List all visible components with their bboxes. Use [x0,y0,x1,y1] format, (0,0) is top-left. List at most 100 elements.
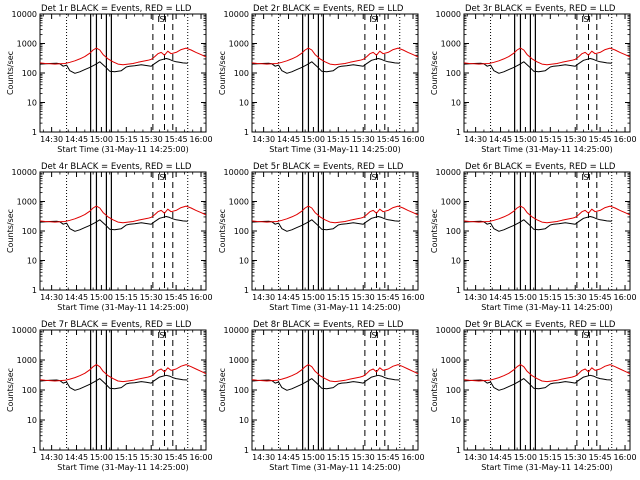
x-tick-label: 16:00 [401,293,424,302]
x-tick-label: 16:00 [613,293,636,302]
series-line-lld [252,364,418,383]
y-axis-label: Counts/sec [430,368,439,412]
bracket-label: S [371,15,376,24]
y-tick-label: 1 [456,128,461,137]
series-line-events [40,216,188,232]
y-tick-label: 10 [451,99,461,108]
panel-content [464,172,630,290]
y-tick-label: 1 [244,446,249,455]
y-tick-label: 10000 [224,326,249,335]
x-tick-label: 15:15 [327,293,350,302]
plot-frame [251,329,419,451]
y-tick-label: 1000 [229,40,249,49]
x-tick-label: 16:00 [189,135,212,144]
y-axis-label: Counts/sec [6,51,15,95]
y-tick-label: 1 [456,286,461,295]
plot-frame [251,13,419,133]
y-axis-label: Counts/sec [430,51,439,95]
panel-title: Det 4r BLACK = Events, RED = LLD [41,162,192,172]
bracket-marker [158,174,166,180]
y-axis-label: Counts/sec [218,368,227,412]
y-axis-label: Counts/sec [6,209,15,253]
y-tick-label: 100 [234,386,249,395]
x-tick-label: 14:45 [489,135,512,144]
panel-content [40,172,206,290]
x-tick-label: 15:00 [514,135,537,144]
x-tick-label: 15:15 [115,453,138,462]
bracket-marker [582,332,590,338]
y-tick-label: 1000 [441,198,461,207]
bracket-marker [582,16,590,22]
panel-title: Det 2r BLACK = Events, RED = LLD [253,4,404,14]
panel-title: Det 6r BLACK = Events, RED = LLD [465,162,616,172]
y-tick-label: 10000 [12,10,37,19]
series-line-events [464,374,612,391]
x-tick-label: 15:45 [377,135,400,144]
panel-title: Det 3r BLACK = Events, RED = LLD [465,4,616,14]
plot-frame [39,329,207,451]
x-tick-label: 14:30 [252,135,275,144]
panel-6: Det 6r BLACK = Events, RED = LLD 1 10 100 10… [430,162,637,312]
x-tick-label: 15:15 [539,453,562,462]
x-tick-label: 15:30 [564,293,587,302]
x-tick-label: 15:30 [352,135,375,144]
y-tick-label: 1000 [441,40,461,49]
bracket-label: S [159,173,164,182]
y-tick-label: 10 [27,416,37,425]
x-tick-label: 14:30 [40,293,63,302]
y-tick-label: 100 [234,69,249,78]
x-tick-label: 15:30 [140,453,163,462]
y-tick-label: 100 [22,69,37,78]
x-tick-label: 14:30 [252,453,275,462]
x-tick-label: 15:15 [115,135,138,144]
y-axis-label: Counts/sec [430,209,439,253]
series-line-events [252,374,400,391]
panel-content [40,14,206,132]
x-tick-label: 14:30 [464,453,487,462]
plot-frame [39,171,207,291]
panel-9: Det 9r BLACK = Events, RED = LLD 1 10 100 10… [430,320,637,472]
y-tick-label: 1 [244,286,249,295]
plot-frame [251,171,419,291]
plot-frame [463,171,631,291]
x-tick-label: 15:15 [327,453,350,462]
y-tick-label: 10000 [224,168,249,177]
series-line-events [40,374,188,391]
x-tick-label: 14:30 [464,135,487,144]
x-tick-label: 14:45 [277,453,300,462]
y-tick-label: 100 [234,227,249,236]
x-tick-label: 15:00 [90,453,113,462]
y-axis-label: Counts/sec [6,368,15,412]
panel-content [40,330,206,450]
x-tick-label: 15:45 [165,453,188,462]
x-tick-label: 14:45 [277,293,300,302]
series-line-events [252,58,400,74]
x-tick-label: 15:00 [302,293,325,302]
x-tick-label: 15:30 [140,293,163,302]
x-tick-label: 15:15 [539,293,562,302]
bracket-label: S [159,331,164,340]
x-axis-label: Start Time (31-May-11 14:25:00) [57,303,188,312]
series-line-lld [252,205,418,224]
x-axis-label: Start Time (31-May-11 14:25:00) [481,303,612,312]
panel-content [464,14,630,132]
x-tick-label: 15:45 [165,293,188,302]
x-tick-label: 16:00 [613,135,636,144]
bracket-marker [370,174,378,180]
series-line-lld [464,205,630,224]
panel-title: Det 7r BLACK = Events, RED = LLD [41,320,192,330]
x-axis-label: Start Time (31-May-11 14:25:00) [57,463,188,472]
y-tick-label: 10000 [224,10,249,19]
x-tick-label: 16:00 [189,453,212,462]
y-tick-label: 100 [446,227,461,236]
series-line-lld [40,364,206,383]
panel-content [252,172,418,290]
y-tick-label: 10 [27,257,37,266]
y-tick-label: 10 [451,416,461,425]
bracket-label: S [583,331,588,340]
panel-2: Det 2r BLACK = Events, RED = LLD 1 10 100 10… [218,4,425,154]
y-tick-label: 1 [456,446,461,455]
series-line-lld [40,47,206,66]
y-tick-label: 10 [451,257,461,266]
x-tick-label: 15:15 [327,135,350,144]
